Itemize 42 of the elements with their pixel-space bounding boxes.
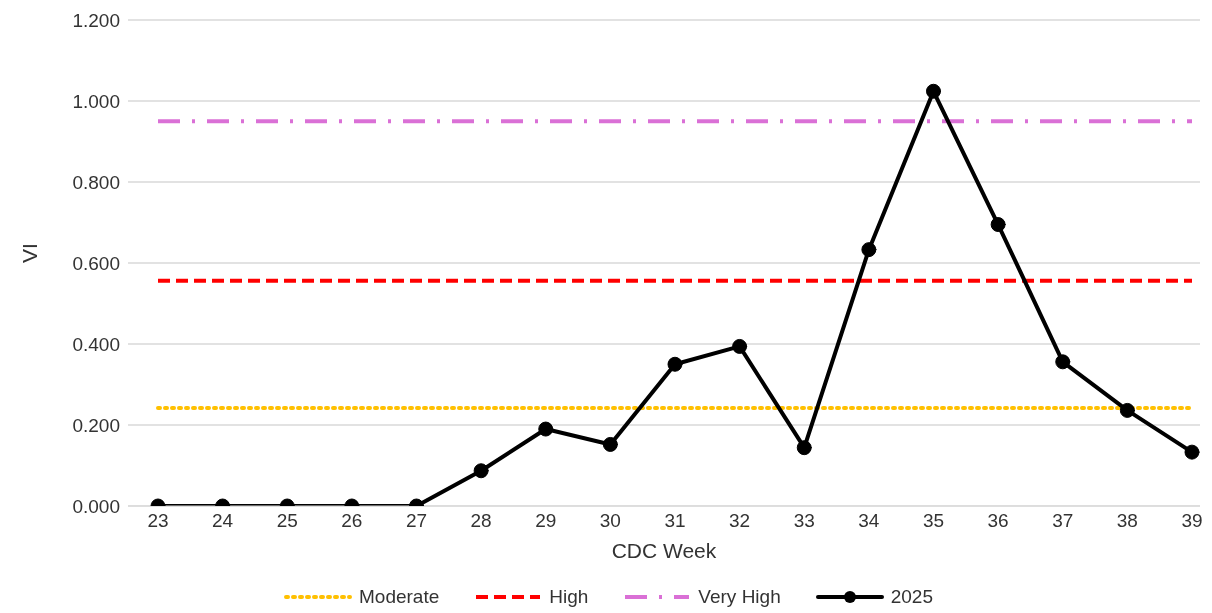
- point: [538, 421, 554, 437]
- y-tick-label: 0.200: [72, 414, 120, 436]
- x-tick-label: 33: [793, 510, 815, 532]
- x-tick-label: 30: [599, 510, 621, 532]
- point: [926, 83, 941, 99]
- x-tick-label: 34: [858, 510, 880, 532]
- point: [667, 356, 683, 372]
- point: [732, 338, 748, 354]
- y-tick-label: 1.000: [72, 90, 120, 112]
- y-tick-label: 0.600: [72, 252, 120, 274]
- y-tick-label: 0.800: [72, 171, 120, 193]
- x-tick-label: 32: [729, 510, 751, 532]
- x-tick-label: 39: [1181, 510, 1203, 532]
- y-tick-label: 0.000: [72, 495, 120, 517]
- x-tick-label: 27: [405, 510, 428, 532]
- x-tick-label: 37: [1052, 510, 1074, 532]
- point: [473, 463, 489, 479]
- x-tick-label: 35: [922, 510, 945, 532]
- point: [1184, 444, 1200, 460]
- x-tick-label: 25: [276, 510, 298, 532]
- x-axis-title: CDC Week: [611, 539, 717, 562]
- legend-label: 2025: [890, 586, 933, 608]
- legend-label: Moderate: [358, 586, 440, 608]
- y-tick-label: 0.400: [72, 333, 120, 355]
- point: [861, 242, 877, 258]
- x-tick-label: 31: [664, 510, 686, 532]
- y-axis-title: VI: [18, 243, 42, 263]
- legend-label: Very High: [698, 586, 781, 608]
- x-tick-label: 38: [1116, 510, 1138, 532]
- x-tick-label: 23: [147, 510, 169, 532]
- x-tick-label: 28: [470, 510, 492, 532]
- x-tick-label: 26: [341, 510, 363, 532]
- legend-label: High: [549, 586, 589, 608]
- point: [990, 217, 1006, 233]
- x-tick-label: 36: [987, 510, 1009, 532]
- point: [796, 440, 812, 456]
- x-tick-label: 24: [212, 510, 234, 532]
- y-tick-label: 1.200: [72, 9, 120, 31]
- x-tick-label: 29: [535, 510, 557, 532]
- point: [602, 436, 618, 452]
- point: [1119, 402, 1135, 418]
- point: [1055, 354, 1071, 370]
